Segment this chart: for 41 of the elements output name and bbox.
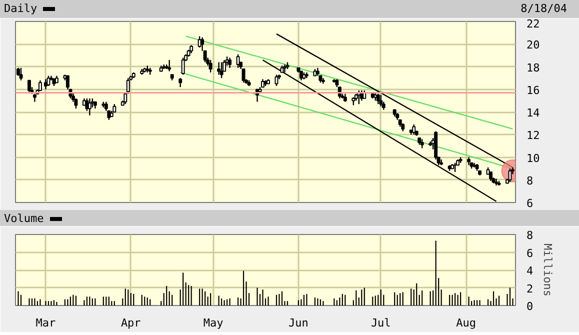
y-tick-label: 4 [526, 264, 534, 278]
candlestick [489, 171, 493, 182]
candlestick [376, 93, 380, 105]
candlestick [412, 124, 416, 136]
candlestick [420, 138, 424, 149]
y-tick-label: 8 [526, 174, 534, 188]
candlestick [88, 98, 92, 116]
text: 8/18/04 [520, 1, 567, 17]
chart-title: Daily [4, 1, 38, 17]
x-tick-label: Aug [456, 316, 476, 330]
candlestick [46, 75, 50, 87]
y-tick-label: 16 [526, 84, 540, 97]
x-tick-label: Apr [120, 316, 142, 330]
chart-title: Volume [4, 211, 45, 227]
y-tick-label: 12 [526, 129, 540, 142]
candlestick [181, 57, 185, 76]
y-tick-label: 2 [526, 282, 534, 296]
candlestick [217, 62, 221, 76]
y-tick-label: 8 [526, 229, 534, 242]
y-tick-label: 0 [526, 300, 534, 313]
candlestick [74, 98, 78, 110]
x-tick-label: Jul [370, 316, 391, 330]
candlestick [228, 57, 232, 68]
y-axis-title: Millions [541, 244, 554, 296]
x-tick-label: Jun [288, 316, 308, 330]
x-tick-label: Mar [36, 316, 56, 330]
y-tick-label: 6 [526, 197, 534, 210]
candlestick [379, 94, 383, 107]
candlestick [178, 77, 182, 88]
x-tick-label: May [203, 316, 224, 330]
y-tick-label: 18 [526, 61, 540, 74]
y-tick-label: 6 [526, 246, 534, 260]
y-tick-label: 14 [526, 106, 540, 120]
candlestick [220, 62, 224, 79]
y-tick-label: 10 [526, 152, 540, 165]
candlestick [208, 59, 212, 74]
y-tick-label: 20 [526, 38, 540, 52]
candlestick [168, 59, 172, 72]
candlestick [85, 98, 89, 112]
y-tick-label: 22 [526, 18, 540, 30]
candlestick [236, 54, 240, 68]
